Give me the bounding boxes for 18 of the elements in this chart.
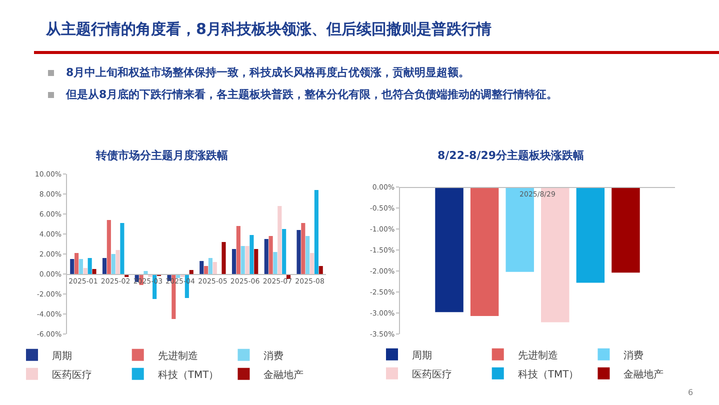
legend-label: 周期 bbox=[412, 349, 432, 362]
chart-title: 转债市场分主题月度涨跌幅 bbox=[95, 148, 228, 162]
legend-label: 科技（TMT） bbox=[518, 368, 579, 380]
legend-label: 消费 bbox=[264, 350, 284, 362]
legend-label: 医药医疗 bbox=[52, 368, 92, 381]
text: 从主题行情的角度看，8月科技板块领涨、但后续回撤则是普跌行情 bbox=[46, 19, 492, 39]
legend-label: 先进制造 bbox=[518, 349, 558, 362]
text: 但是从8月底的下跌行情来看，各主题板块普跌，整体分化有限，也符合负债端推动的调整行情特征。 bbox=[66, 88, 558, 102]
legend-label: 先进制造 bbox=[158, 350, 198, 362]
chart-title: 8/22-8/29分主题板块涨跌幅 bbox=[438, 148, 584, 162]
legend-label: 医药医疗 bbox=[412, 368, 452, 380]
text: 8月中上旬和权益市场整体保持一致，科技成长风格再度占优领涨，贡献明显超额。 bbox=[66, 66, 470, 80]
legend-label: 消费 bbox=[624, 349, 644, 362]
legend-label: 金融地产 bbox=[624, 368, 664, 380]
legend-label: 科技（TMT） bbox=[158, 368, 219, 381]
text: 6 bbox=[688, 388, 694, 398]
legend-label: 周期 bbox=[52, 350, 72, 362]
legend-label: 金融地产 bbox=[264, 368, 304, 381]
